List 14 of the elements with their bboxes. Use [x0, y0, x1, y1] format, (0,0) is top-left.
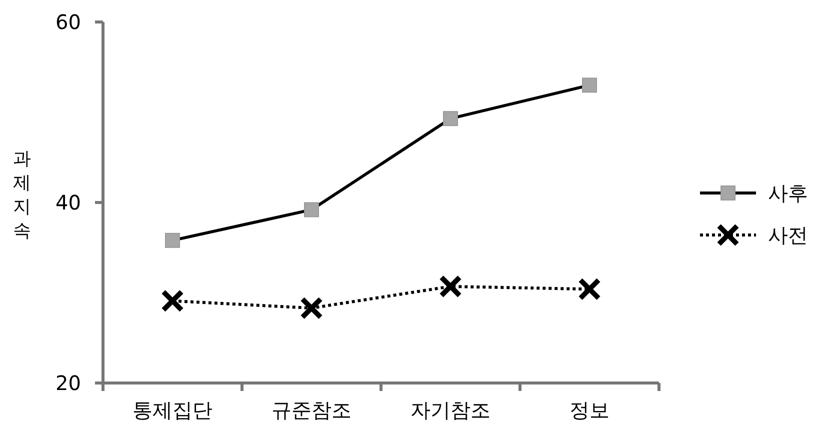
point [161, 289, 184, 312]
y-axis-title: 과제지속 [13, 148, 31, 242]
point [439, 274, 462, 298]
point [300, 296, 323, 320]
x-tick-label: 규준참조 [272, 398, 352, 422]
y-tick-label: 20 [56, 371, 81, 395]
x-tick-label: 통제집단 [132, 398, 212, 422]
x-tick-label: 정보 [570, 398, 610, 422]
x-tick-label: 자기참조 [410, 398, 490, 422]
y-tick-label: 60 [56, 10, 81, 34]
legend-label: 사전 [768, 223, 808, 247]
point [578, 278, 601, 301]
legend-label: 사후 [768, 181, 808, 205]
y-tick-label: 40 [56, 190, 81, 214]
